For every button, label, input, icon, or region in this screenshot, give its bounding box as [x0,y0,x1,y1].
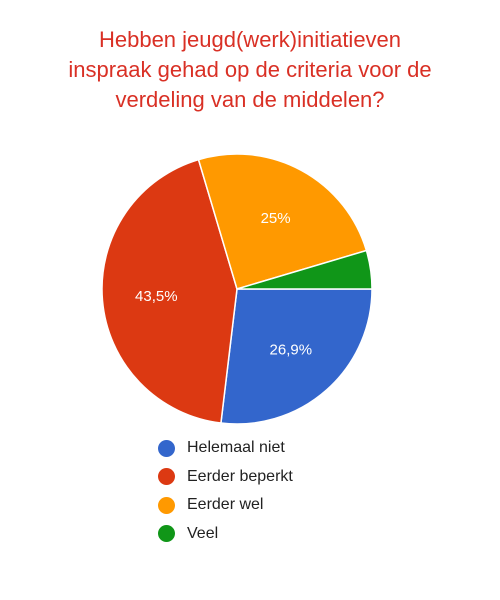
legend-swatch-eerder-beperkt [158,468,175,486]
pie-slice-label-eerder-wel: 25% [261,210,291,227]
legend-item-eerder-beperkt[interactable]: Eerder beperkt [158,463,293,492]
pie-slice-helemaal-niet[interactable] [220,288,373,425]
pie-slice-eerder-beperkt[interactable] [101,158,238,424]
legend-swatch-helemaal-niet [158,439,175,457]
legend-swatch-veel [158,525,175,543]
pie-slice-label-eerder-beperkt: 43,5% [135,288,178,305]
legend-item-helemaal-niet[interactable]: Helemaal niet [158,434,293,463]
legend-swatch-eerder-wel [158,496,175,514]
chart-legend: Helemaal niet Eerder beperkt Eerder wel … [158,434,293,548]
chart-title-line-2: inspraak gehad op de criteria voor de [68,56,432,82]
legend-label-eerder-wel: Eerder wel [187,496,264,514]
pie-slice-label-helemaal-niet: 26,9% [270,342,313,359]
legend-item-veel[interactable]: Veel [158,520,293,549]
legend-label-veel: Veel [187,524,219,542]
chart-title-line-1: Hebben jeugd(werk)initiatieven [98,26,402,52]
chart-title: Hebben jeugd(werk)initiatieven inspraak … [0,25,500,115]
legend-label-helemaal-niet: Helemaal niet [187,439,285,457]
pie-slice-eerder-wel[interactable] [197,153,368,290]
chart-title-line-3: verdeling van de middelen? [115,86,385,112]
legend-item-eerder-wel[interactable]: Eerder wel [158,491,293,520]
pie-slice-veel[interactable] [236,249,373,290]
legend-label-eerder-beperkt: Eerder beperkt [187,467,293,485]
